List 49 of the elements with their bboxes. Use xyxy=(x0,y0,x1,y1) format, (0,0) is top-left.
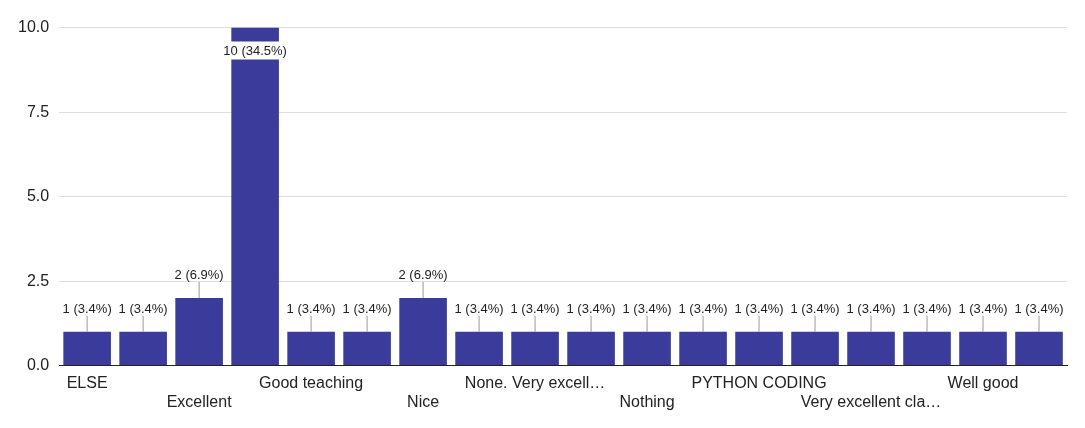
data-label: 1 (3.4%) xyxy=(846,300,896,316)
bar xyxy=(399,298,447,366)
y-tick-label: 10.0 xyxy=(18,18,50,36)
bar xyxy=(455,331,503,366)
data-label: 1 (3.4%) xyxy=(678,300,728,316)
bar xyxy=(735,331,783,366)
x-tick-label: None. Very excell… xyxy=(464,373,606,391)
bar xyxy=(287,331,335,366)
data-label: 1 (3.4%) xyxy=(1014,300,1064,316)
x-tick-label: Nothing xyxy=(619,392,675,410)
bar xyxy=(567,331,615,366)
x-tick-label: PYTHON CODING xyxy=(691,373,827,391)
bar xyxy=(119,331,167,366)
data-label: 1 (3.4%) xyxy=(566,300,616,316)
x-tick-label: Very excellent cla… xyxy=(800,392,942,410)
y-tick-label: 7.5 xyxy=(26,102,50,120)
data-label: 1 (3.4%) xyxy=(622,300,672,316)
data-label: 1 (3.4%) xyxy=(902,300,952,316)
x-tick-label: Good teaching xyxy=(259,373,364,391)
bar xyxy=(679,331,727,366)
data-label: 2 (6.9%) xyxy=(174,267,224,283)
data-label: 1 (3.4%) xyxy=(454,300,504,316)
data-label: 2 (6.9%) xyxy=(398,267,448,283)
data-label: 1 (3.4%) xyxy=(62,300,112,316)
data-label: 1 (3.4%) xyxy=(118,300,168,316)
y-tick-label: 5.0 xyxy=(26,187,50,205)
y-tick-label: 2.5 xyxy=(26,271,50,289)
data-label: 10 (34.5%) xyxy=(223,42,287,58)
x-tick-label: Well good xyxy=(947,373,1019,391)
data-label: 1 (3.4%) xyxy=(510,300,560,316)
bar xyxy=(623,331,671,366)
bar xyxy=(175,298,223,366)
bar xyxy=(511,331,559,366)
x-tick-label: Nice xyxy=(407,392,440,410)
bar xyxy=(959,331,1007,366)
bar xyxy=(903,331,951,366)
x-tick-label: ELSE xyxy=(66,373,108,391)
bar xyxy=(343,331,391,366)
data-label: 1 (3.4%) xyxy=(342,300,392,316)
data-label: 1 (3.4%) xyxy=(958,300,1008,316)
bar xyxy=(1015,331,1063,366)
bar xyxy=(63,331,111,366)
bar xyxy=(791,331,839,366)
x-tick-label: Excellent xyxy=(166,392,233,410)
data-label: 1 (3.4%) xyxy=(734,300,784,316)
data-label: 1 (3.4%) xyxy=(286,300,336,316)
bar xyxy=(847,331,895,366)
data-label: 1 (3.4%) xyxy=(790,300,840,316)
y-tick-label: 0.0 xyxy=(26,356,50,374)
